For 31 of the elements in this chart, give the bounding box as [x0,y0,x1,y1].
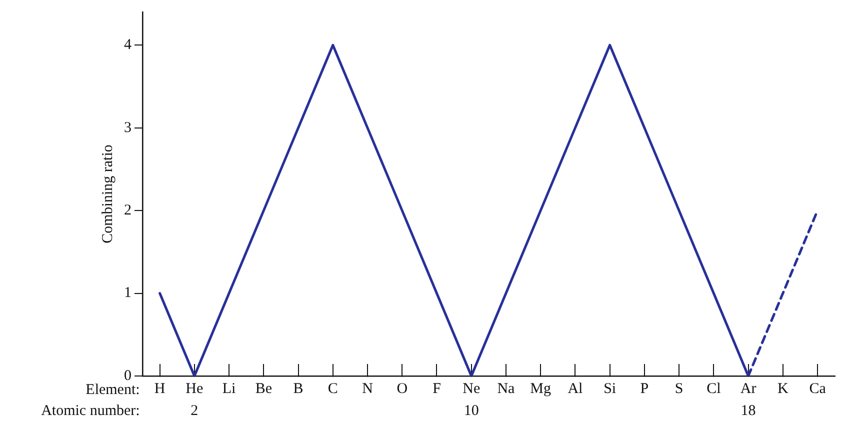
text: 2 [190,402,198,419]
x-tick-label: He [186,380,204,397]
text: Atomic number: [41,402,140,419]
x-tick-label: Li [222,380,236,397]
x-tick-label: Mg [530,380,552,397]
x-tick-label: Ca [809,380,826,397]
x-tick-label: Cl [706,380,721,397]
x-tick-label: H [154,380,166,397]
x-tick-label: P [640,380,649,397]
x-tick-label: C [328,380,338,397]
x-tick-label: Ar [740,380,756,397]
x-tick-label: B [293,380,304,397]
text: 18 [740,402,756,419]
y-tick-label: 3 [124,120,132,136]
x-tick-label: O [396,380,408,397]
y-tick-label: 1 [124,285,132,302]
text: 10 [464,402,479,419]
x-tick-label: Al [568,380,583,397]
x-tick-label: F [432,380,441,397]
x-tick-label: S [674,380,684,397]
y-tick-label: 4 [124,37,132,54]
text: Element: [86,382,140,398]
y-axis-title: Combining ratio [100,144,116,244]
x-tick-label: Be [255,380,272,397]
x-tick-label: Ne [462,380,480,397]
x-tick-label: Si [604,380,616,397]
y-tick-label: 2 [124,202,132,218]
x-tick-label: Na [497,380,516,397]
y-tick-label: 0 [124,368,132,384]
x-tick-label: K [777,380,788,397]
x-tick-label: N [362,380,374,397]
